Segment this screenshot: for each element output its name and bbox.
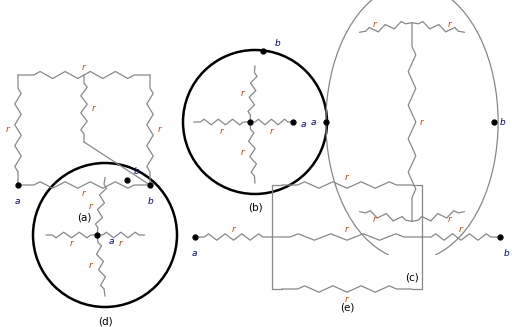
Text: r: r <box>70 239 73 249</box>
Text: r: r <box>158 126 162 134</box>
Text: (d): (d) <box>98 317 112 327</box>
Text: r: r <box>82 188 86 198</box>
Text: b: b <box>148 197 154 206</box>
Text: r: r <box>345 295 349 303</box>
Text: b: b <box>134 167 140 176</box>
Text: r: r <box>459 225 463 233</box>
Text: r: r <box>89 202 93 211</box>
Text: r: r <box>89 261 93 270</box>
Text: r: r <box>82 63 86 73</box>
Text: (b): (b) <box>248 203 262 213</box>
Text: r: r <box>373 215 377 224</box>
Text: a: a <box>301 119 307 129</box>
Text: r: r <box>241 148 244 157</box>
Text: r: r <box>345 225 349 233</box>
Text: a: a <box>14 197 20 206</box>
Text: r: r <box>420 117 424 127</box>
Text: (a): (a) <box>77 212 91 222</box>
Text: r: r <box>92 104 96 113</box>
Text: r: r <box>119 239 123 249</box>
Text: (e): (e) <box>340 302 354 312</box>
Text: r: r <box>231 225 236 233</box>
Text: r: r <box>345 173 349 181</box>
Text: a: a <box>310 117 316 127</box>
Text: b: b <box>275 39 281 48</box>
Text: r: r <box>220 127 224 135</box>
Text: r: r <box>447 215 451 224</box>
Text: a: a <box>109 236 115 246</box>
Text: b: b <box>500 117 506 127</box>
Text: r: r <box>241 89 244 98</box>
Text: (c): (c) <box>405 272 419 282</box>
Text: r: r <box>447 20 451 29</box>
Text: r: r <box>6 126 10 134</box>
Text: a: a <box>191 249 197 258</box>
Text: r: r <box>373 20 377 29</box>
Text: b: b <box>504 249 510 258</box>
Text: r: r <box>270 127 273 135</box>
